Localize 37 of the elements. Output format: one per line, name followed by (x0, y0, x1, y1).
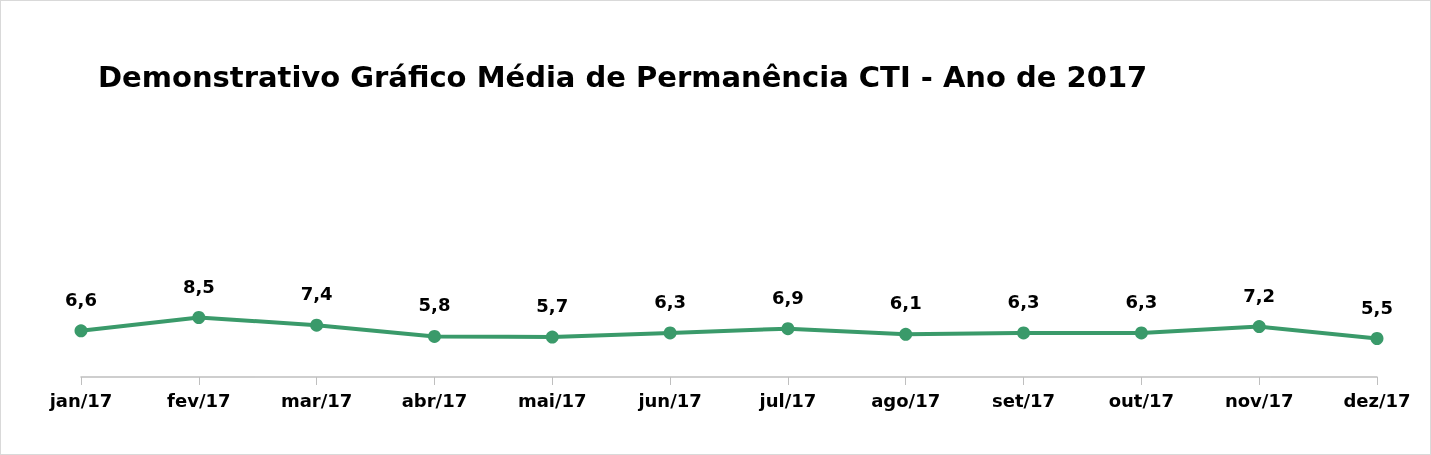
x-tick-label: jun/17 (637, 389, 702, 411)
point (781, 322, 795, 336)
point (1134, 326, 1148, 340)
x-tick-label: set/17 (991, 389, 1056, 411)
data-label: 6,3 (1007, 290, 1040, 312)
point (427, 329, 441, 343)
data-label: 5,7 (536, 295, 569, 317)
x-tick-label: ago/17 (871, 389, 941, 411)
point (1252, 320, 1266, 334)
x-tick-label: jan/17 (48, 389, 113, 411)
x-tick-label: fev/17 (167, 389, 231, 411)
x-tick-label: dez/17 (1343, 389, 1411, 411)
point (545, 330, 559, 344)
x-tick-label: mai/17 (517, 389, 587, 411)
point (310, 318, 324, 332)
point (1370, 332, 1384, 345)
x-tick-label: out/17 (1108, 389, 1175, 411)
point (74, 324, 88, 338)
data-label: 7,2 (1243, 284, 1276, 306)
x-tick-label: nov/17 (1224, 389, 1294, 411)
data-label: 6,6 (65, 288, 97, 310)
point (663, 326, 677, 340)
point (192, 311, 206, 324)
x-tick-label: abr/17 (401, 389, 468, 411)
data-label: 6,3 (1125, 290, 1158, 312)
point (1017, 326, 1031, 340)
data-label: 8,5 (182, 275, 215, 297)
data-label: 6,1 (889, 292, 922, 314)
point (899, 327, 913, 341)
x-tick-label: mar/17 (280, 389, 353, 411)
x-tick-label: jul/17 (758, 389, 817, 411)
data-label: 6,9 (771, 286, 804, 308)
data-label: 5,8 (418, 294, 451, 316)
data-label: 6,3 (654, 290, 687, 312)
data-label: 5,5 (1361, 296, 1393, 318)
chart-title: Demonstrativo Gráfico Média de Permanência CTI - Ano de 2017 (98, 59, 1148, 94)
data-label: 7,4 (300, 283, 333, 305)
